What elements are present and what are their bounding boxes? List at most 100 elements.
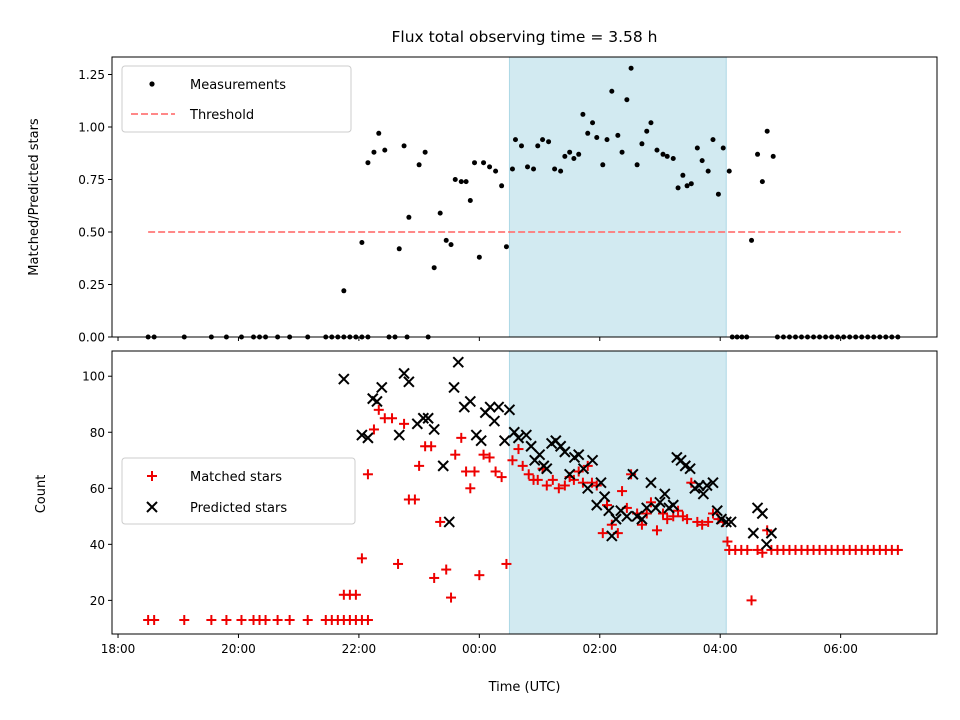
matched-star-point xyxy=(446,592,457,603)
top-x-ticks xyxy=(117,337,842,341)
matched-star-point xyxy=(682,514,693,525)
measurement-point xyxy=(481,160,487,166)
bottom-shaded-span xyxy=(508,350,727,635)
matched-star-point xyxy=(597,528,608,539)
bottom-y-tick-label: 40 xyxy=(90,538,105,552)
measurement-point xyxy=(518,143,524,149)
matched-star-point xyxy=(742,544,753,555)
measurement-point xyxy=(619,149,625,155)
bottom-x-tick-label: 18:00 xyxy=(101,642,136,656)
predicted-star-point xyxy=(765,527,778,539)
predicted-star-point xyxy=(512,432,525,444)
predicted-star-point xyxy=(756,507,769,520)
measurement-point xyxy=(715,191,721,197)
matched-star-point xyxy=(617,486,628,497)
predicted-star-point xyxy=(492,401,505,413)
bottom-x-ticks: 18:00 20:00 22:00 00:00 02:00 04:00 06:00 xyxy=(101,634,858,656)
predicted-star-point xyxy=(725,516,737,528)
measurement-point xyxy=(764,128,770,134)
measurement-point xyxy=(512,137,518,143)
measurement-point xyxy=(567,149,573,155)
predicted-star-point xyxy=(484,401,496,413)
predicted-star-point xyxy=(525,440,537,452)
measurement-point xyxy=(664,153,670,159)
matched-star-point xyxy=(577,477,588,488)
bottom-y-axis-title: Count xyxy=(34,475,49,514)
predicted-star-point xyxy=(338,373,350,385)
predicted-star-point xyxy=(636,513,648,525)
measurement-point xyxy=(654,147,660,153)
predicted-star-point xyxy=(448,381,460,394)
top-y-tick-label: 0.25 xyxy=(78,278,105,292)
measurement-point xyxy=(699,158,705,164)
predicted-star-point xyxy=(563,468,576,480)
measurement-point xyxy=(359,239,365,245)
top-legend: Measurements Threshold xyxy=(121,65,352,133)
measurement-point xyxy=(639,141,645,147)
matched-star-point xyxy=(474,570,485,581)
measurement-point xyxy=(546,139,552,145)
matched-star-point xyxy=(496,472,507,483)
measurement-point xyxy=(670,155,676,161)
measurement-point xyxy=(499,183,505,189)
matched-star-point xyxy=(517,460,528,471)
predicted-star-point xyxy=(520,429,533,441)
predicted-star-point xyxy=(760,538,773,551)
measurement-point xyxy=(660,151,666,157)
matched-star-point xyxy=(461,466,472,477)
matched-star-point xyxy=(553,483,564,494)
matched-star-point xyxy=(284,614,295,625)
bottom-points-layer xyxy=(143,356,903,625)
predicted-star-point xyxy=(654,496,666,509)
top-y-tick-label: 0.50 xyxy=(78,225,105,239)
predicted-star-point xyxy=(684,462,696,475)
matched-star-point xyxy=(641,508,652,519)
measurement-point xyxy=(604,137,610,143)
matched-star-point xyxy=(399,418,410,429)
predicted-star-point xyxy=(701,479,713,492)
matched-star-point xyxy=(435,516,446,527)
predicted-star-point xyxy=(659,488,671,500)
measurement-point xyxy=(535,143,541,149)
predicted-star-point xyxy=(417,412,430,424)
bottom-x-tick-label: 02:00 xyxy=(582,642,617,656)
bottom-x-tick-label: 00:00 xyxy=(462,642,497,656)
matched-star-point xyxy=(260,614,271,625)
legend-matched-label: Matched stars xyxy=(190,470,282,485)
measurement-point xyxy=(749,237,755,243)
matched-star-point xyxy=(490,466,501,477)
measurement-point xyxy=(443,237,449,243)
predicted-star-point xyxy=(422,412,434,424)
matched-star-point xyxy=(429,572,440,583)
matched-star-point xyxy=(206,614,217,625)
bottom-plot-frame xyxy=(111,350,938,635)
measurement-point xyxy=(396,246,402,252)
measurement-point xyxy=(431,265,437,271)
matched-star-point xyxy=(892,544,903,555)
predicted-star-point xyxy=(475,434,487,447)
top-points-layer xyxy=(145,65,901,340)
measurement-point xyxy=(503,244,509,250)
measurement-point xyxy=(580,111,586,117)
measurement-point xyxy=(525,164,531,170)
measurement-point xyxy=(452,176,458,182)
predicted-star-point xyxy=(362,432,374,444)
measurement-point xyxy=(552,166,558,172)
measurement-point xyxy=(770,153,776,159)
matched-star-point xyxy=(302,614,313,625)
bottom-y-tick-label: 60 xyxy=(90,482,105,496)
matched-star-point xyxy=(484,452,495,463)
matched-star-point xyxy=(651,525,662,536)
matched-star-point xyxy=(350,589,361,600)
legend-threshold-label: Threshold xyxy=(189,108,254,123)
measurement-point xyxy=(720,145,726,151)
matched-star-point xyxy=(387,413,398,424)
measurement-point xyxy=(422,149,428,155)
measurement-point xyxy=(487,164,493,170)
matched-star-point xyxy=(236,614,247,625)
measurement-point xyxy=(684,183,690,189)
top-y-tick-label: 1.25 xyxy=(78,68,105,82)
predicted-star-point xyxy=(403,376,415,388)
predicted-star-point xyxy=(667,499,679,511)
